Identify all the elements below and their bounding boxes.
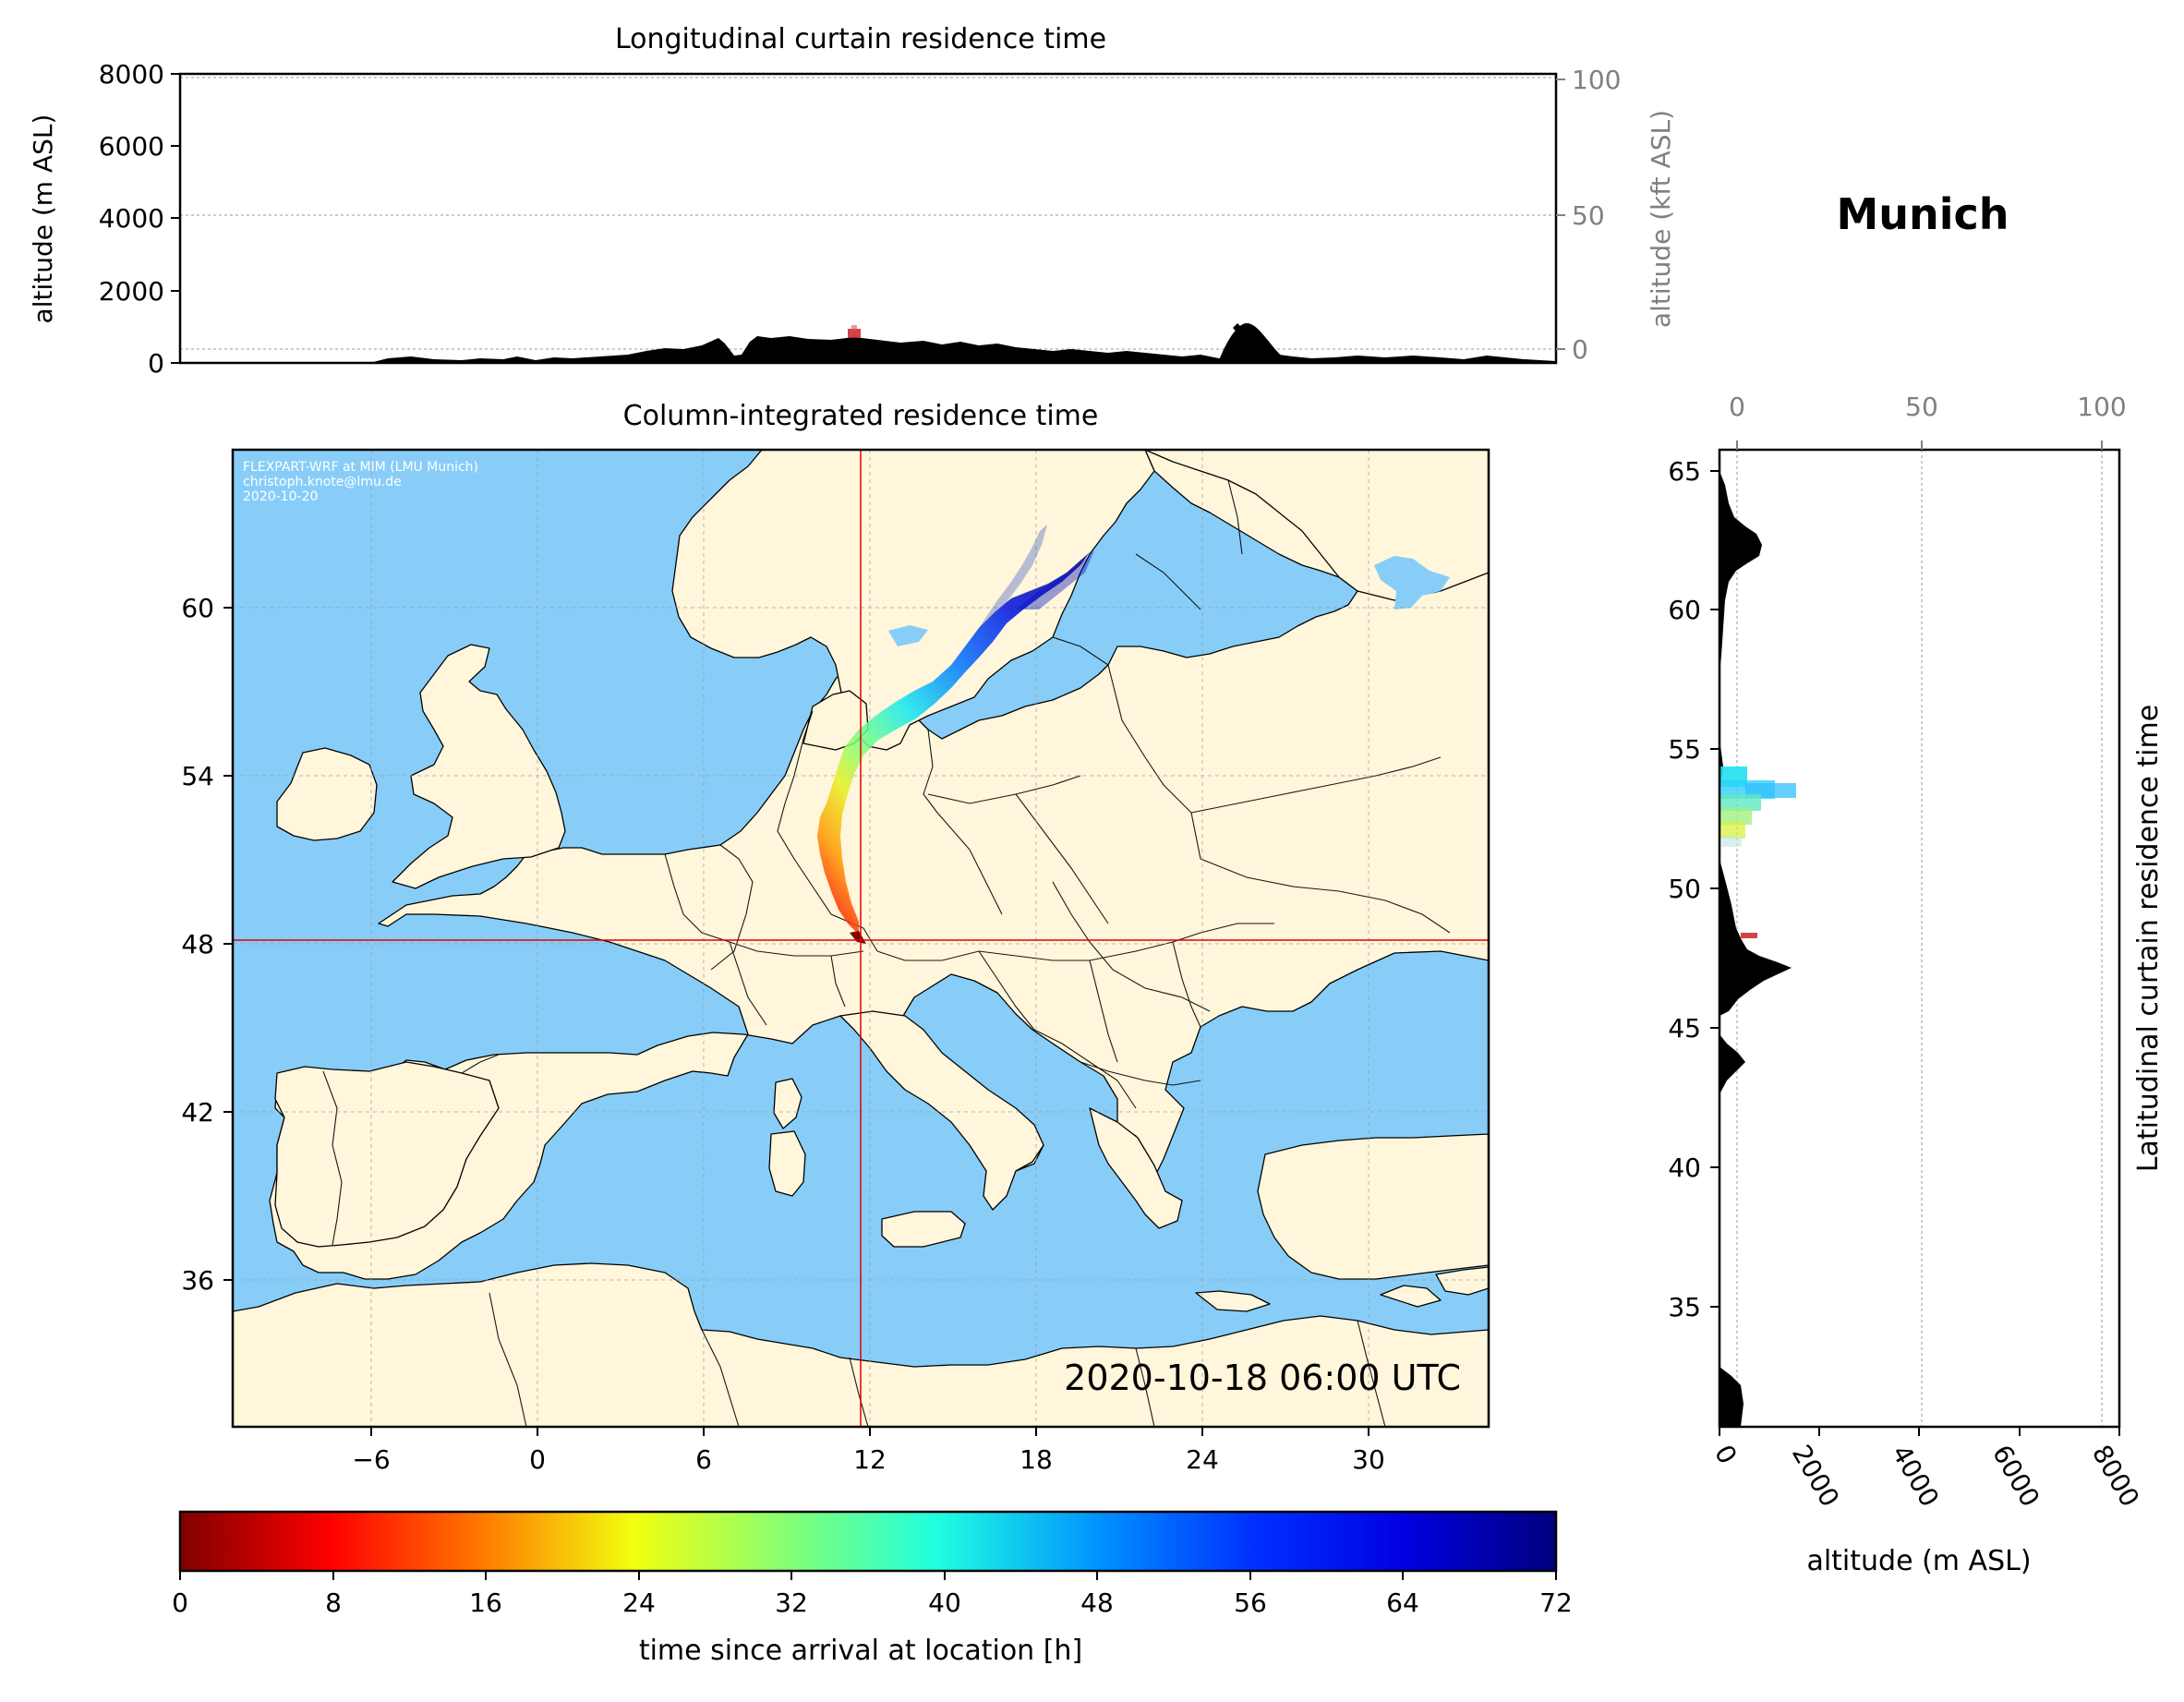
longitudinal-ylabel: altitude (m ASL): [28, 115, 58, 324]
latitudinal-ytick: 60: [1668, 595, 1701, 625]
credits-line1: FLEXPART-WRF at MIM (LMU Munich): [243, 460, 478, 475]
longitudinal-terrain: [180, 323, 1556, 363]
latitudinal-xticks: 0 2000 4000 6000 8000: [1708, 1427, 2145, 1512]
colorbar-tick: 40: [928, 1587, 961, 1618]
latitudinal-xtick: 8000: [2086, 1440, 2145, 1512]
longitudinal-y2label: altitude (kft ASL): [1646, 110, 1676, 328]
map-ytick: 60: [181, 593, 214, 623]
credits-line3: 2020-10-20: [243, 489, 318, 504]
colorbar-tick: 24: [622, 1587, 656, 1618]
latitudinal-ytick: 55: [1668, 734, 1701, 765]
map-panel: Column-integrated residence time: [181, 400, 1490, 1475]
latitudinal-ytick: 65: [1668, 456, 1701, 487]
credits-line2: christoph.knote@lmu.de: [243, 475, 402, 489]
map-land: [233, 450, 1489, 1427]
colorbar-ticks: 0 8 16 24 32 40 48 56 64 72: [172, 1571, 1573, 1618]
latitudinal-xtick: 0: [1708, 1440, 1743, 1469]
longitudinal-panel: Longitudinal curtain residence time 0 20…: [28, 23, 1676, 379]
colorbar-tick: 48: [1080, 1587, 1114, 1618]
map-xtick: 12: [853, 1444, 887, 1475]
map-borders: [322, 479, 1451, 1427]
colorbar-tick: 56: [1234, 1587, 1267, 1618]
colorbar-tick: 0: [172, 1587, 188, 1618]
latitudinal-x2tick: 100: [2077, 392, 2126, 422]
map-xtick: 6: [695, 1444, 712, 1475]
longitudinal-y2tick: 100: [1572, 65, 1621, 95]
longitudinal-title: Longitudinal curtain residence time: [615, 23, 1106, 55]
map-lake: [888, 625, 928, 646]
latitudinal-xlabel: altitude (m ASL): [1806, 1545, 2031, 1577]
latitudinal-xtick: 2000: [1786, 1440, 1845, 1512]
longitudinal-ytick: 4000: [99, 203, 164, 234]
latitudinal-panel: 65 60 55 50 45 40 35 0 50 100 0 2000 400…: [1668, 392, 2165, 1577]
longitudinal-residence-mark: [848, 329, 861, 338]
colorbar-tick: 16: [469, 1587, 502, 1618]
latitudinal-x2ticks: 0 50 100: [1729, 392, 2127, 450]
map-xticks: −6 0 6 12 18 24 30: [352, 1427, 1385, 1475]
map-ytick: 36: [181, 1265, 214, 1296]
location-title: Munich: [1836, 189, 2009, 239]
latitudinal-plume: [1719, 767, 1796, 847]
latitudinal-ytick: 40: [1668, 1153, 1701, 1183]
colorbar-label: time since arrival at location [h]: [639, 1635, 1082, 1667]
latitudinal-yticks: 65 60 55 50 45 40 35: [1668, 456, 1719, 1322]
latitudinal-ytick: 50: [1668, 874, 1701, 904]
map-ytick: 42: [181, 1097, 214, 1128]
map-ytick: 48: [181, 929, 214, 960]
longitudinal-y2ticks: 0 50 100: [1556, 65, 1621, 365]
longitudinal-ytick: 8000: [99, 59, 164, 90]
colorbar: 0 8 16 24 32 40 48 56 64 72 time since a…: [172, 1510, 1573, 1667]
longitudinal-ytick: 6000: [99, 131, 164, 162]
latitudinal-residence-mark: [1741, 933, 1757, 938]
longitudinal-ytick: 2000: [99, 276, 164, 307]
map-xtick: 24: [1186, 1444, 1219, 1475]
longitudinal-yticks: 0 2000 4000 6000 8000: [99, 59, 180, 379]
map-ytick: 54: [181, 761, 214, 791]
colorbar-gradient: [178, 1510, 1558, 1573]
colorbar-tick: 64: [1386, 1587, 1419, 1618]
map-xtick: 30: [1352, 1444, 1385, 1475]
latitudinal-xtick: 4000: [1886, 1440, 1945, 1512]
longitudinal-y2tick: 50: [1572, 200, 1605, 231]
map-yticks: 60 54 48 42 36: [181, 593, 233, 1296]
map-xtick: −6: [352, 1444, 390, 1475]
colorbar-tick: 8: [325, 1587, 342, 1618]
colorbar-tick: 32: [775, 1587, 808, 1618]
latitudinal-title: Latitudinal curtain residence time: [2132, 705, 2165, 1172]
colorbar-tick: 72: [1539, 1587, 1573, 1618]
latitudinal-ytick: 45: [1668, 1013, 1701, 1044]
latitudinal-xtick: 6000: [1986, 1440, 2045, 1512]
map-xtick: 18: [1020, 1444, 1053, 1475]
timestamp-label: 2020-10-18 06:00 UTC: [1064, 1358, 1461, 1398]
map-xtick: 0: [529, 1444, 546, 1475]
longitudinal-y2tick: 0: [1572, 334, 1588, 365]
latitudinal-ytick: 35: [1668, 1292, 1701, 1322]
latitudinal-terrain: [1719, 450, 1792, 1427]
latitudinal-x2tick: 50: [1905, 392, 1938, 422]
map-title: Column-integrated residence time: [623, 400, 1099, 432]
longitudinal-ytick: 0: [148, 348, 164, 379]
map-lake: [1374, 556, 1450, 610]
latitudinal-x2tick: 0: [1729, 392, 1745, 422]
